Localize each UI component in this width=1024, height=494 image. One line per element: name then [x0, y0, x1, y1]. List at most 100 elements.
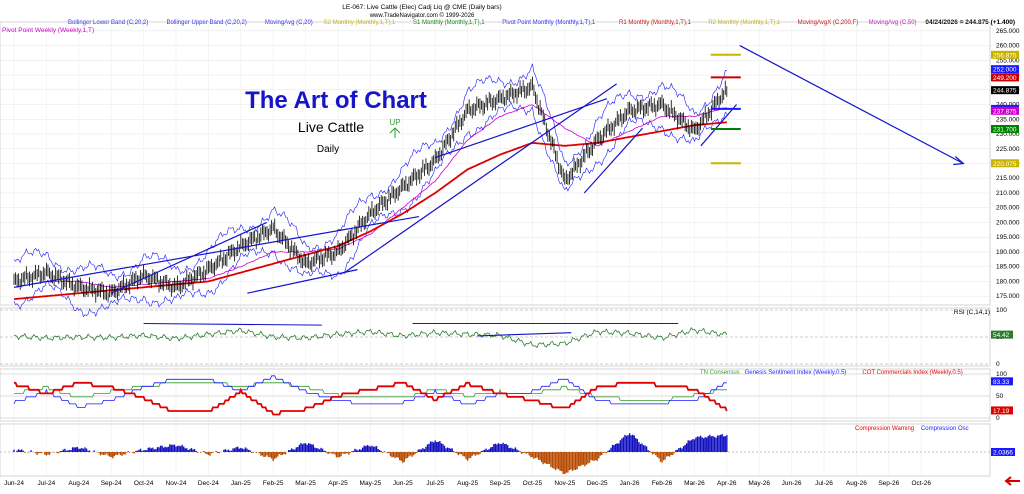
legend-item: MovingAvg (C,20)	[265, 20, 313, 26]
legend-item: Pivot Point Monthly (Monthly,1,T),1	[502, 20, 596, 26]
price-tick-label: 200.000	[996, 219, 1020, 226]
price-value-tag	[991, 125, 1019, 134]
date-tick-label: Mar-25	[295, 480, 316, 487]
legend-item: Bollinger Upper Band (C,20,2)	[166, 20, 246, 26]
compression-value-text: 2.0366	[993, 450, 1013, 457]
brand-title: The Art of Chart	[245, 87, 427, 114]
price-pane	[0, 21, 991, 306]
scroll-left-icon[interactable]	[1004, 476, 1020, 486]
date-tick-label: Oct-24	[134, 480, 154, 487]
date-tick-label: Jul-26	[815, 480, 833, 487]
sentiment-tick-label: 100	[996, 371, 1007, 378]
price-value-tag	[991, 106, 1019, 115]
sentiment-value-tag	[991, 377, 1013, 386]
tn-consensus-line	[14, 382, 727, 401]
date-tick-label: Aug-25	[457, 480, 478, 487]
trendline	[344, 83, 617, 274]
price-value-text: 252.000	[993, 67, 1017, 74]
price-tick-label: 230.000	[996, 131, 1020, 138]
price-tick-label: 265.000	[996, 28, 1020, 35]
sentiment-pane	[0, 368, 991, 422]
last-price-label: 04/24/2026 = 244.875 (+1.400)	[925, 19, 1015, 26]
date-tick-label: Feb-26	[652, 480, 673, 487]
price-value-text: 256.875	[993, 52, 1017, 59]
bollinger-upper-band	[13, 63, 727, 282]
price-series	[13, 45, 965, 318]
trendline	[110, 221, 267, 294]
price-tick-label: 255.000	[996, 57, 1020, 64]
sentiment-value-text: 17.19	[993, 408, 1010, 415]
compression-value-tag	[991, 448, 1015, 456]
trendline	[700, 104, 737, 147]
price-tick-label: 175.000	[996, 293, 1020, 300]
rsi-title: RSI (C,14,1)	[954, 309, 990, 316]
legend-item: R2 Monthly (Monthly,1,T),1	[708, 20, 781, 26]
sentiment-value-text: 83.33	[993, 379, 1010, 386]
price-value-tag	[991, 65, 1019, 74]
price-value-text: 244.875	[993, 88, 1017, 95]
date-tick-label: Sep-24	[101, 480, 122, 487]
rsi-trendline	[143, 322, 322, 326]
price-tick-label: 225.000	[996, 146, 1020, 153]
signal-label: UP	[389, 118, 400, 127]
rsi-series: 05010054.42	[0, 307, 1013, 368]
date-tick-label: Mar-26	[684, 480, 705, 487]
trendline	[583, 127, 644, 194]
ma200-line	[13, 121, 727, 300]
legend-item: MovingAvg (C,50)	[869, 20, 917, 26]
price-tick-label: 210.000	[996, 190, 1020, 197]
price-value-text: 237.875	[993, 108, 1017, 115]
sentiment-legend-item: COT Commercials Index (Weekly,0.5)	[862, 370, 962, 376]
date-tick-label: Aug-26	[846, 480, 867, 487]
bollinger-lower-band	[13, 100, 728, 318]
price-tick-label: 215.000	[996, 175, 1020, 182]
date-tick-label: Jul-24	[38, 480, 56, 487]
price-value-text: 220.075	[993, 161, 1017, 168]
price-value-tag	[991, 73, 1019, 82]
sentiment-value-tag	[991, 406, 1013, 415]
website-label: www.TradeNavigator.com © 1999-2026	[369, 12, 475, 19]
date-tick-label: Jun-24	[4, 480, 24, 487]
sentiment-legend-item: Genesis Sentiment Index (Weekly,0.5)	[745, 370, 847, 376]
compression-pane	[0, 423, 991, 477]
price-value-text: 231.700	[993, 127, 1017, 134]
trendline	[739, 45, 964, 165]
rsi-tick-label: 0	[996, 361, 1000, 368]
cot-commercials-line	[14, 381, 728, 416]
price-tick-label: 185.000	[996, 264, 1020, 271]
compression-legend: Compression Warning Compression Osc	[855, 426, 969, 432]
date-tick-label: Apr-25	[328, 480, 348, 487]
legend-item: R1 Monthly (Monthly,1,T),1	[619, 20, 692, 26]
date-tick-label: Jan-26	[620, 480, 640, 487]
compression-legend-item: Compression Osc	[921, 426, 969, 432]
rsi-tick-label: 100	[996, 307, 1007, 314]
trendline-arrowhead	[953, 156, 965, 166]
date-tick-label: Jun-25	[393, 480, 413, 487]
date-tick-label: Oct-26	[911, 480, 931, 487]
rsi-value-tag	[991, 330, 1013, 339]
rsi-trendline	[477, 332, 572, 337]
sentiment-tick-label: 50	[996, 393, 1004, 400]
weekly-pivot-legend: Pivot Point Weekly (Weekly,1,T)	[2, 27, 94, 34]
rsi-pane	[0, 307, 991, 367]
compression-series: 2.0366	[0, 433, 1015, 474]
date-tick-label: Oct-25	[523, 480, 543, 487]
sentiment-tick-label: 0	[996, 415, 1000, 422]
price-tick-label: 195.000	[996, 234, 1020, 241]
date-tick-label: Feb-25	[263, 480, 284, 487]
legend-item: S1 Monthly (Monthly,1,T),1	[413, 20, 485, 26]
legend-item: Bollinger Lower Band (C,20,2)	[68, 20, 148, 26]
price-tick-label: 190.000	[996, 249, 1020, 256]
date-tick-label: Jul-25	[426, 480, 444, 487]
compression-legend-item: Compression Warning	[855, 426, 914, 432]
sentiment-legend-item: TN Consensus	[700, 370, 740, 376]
instrument-label: Live Cattle	[298, 119, 364, 135]
chart-title: LE-067: Live Cattle (Elec) Cadj Liq @ CM…	[342, 4, 501, 11]
price-value-tag	[991, 50, 1019, 59]
price-value-tag	[991, 159, 1019, 168]
period-label: Daily	[317, 144, 339, 155]
date-tick-label: Sep-26	[878, 480, 899, 487]
